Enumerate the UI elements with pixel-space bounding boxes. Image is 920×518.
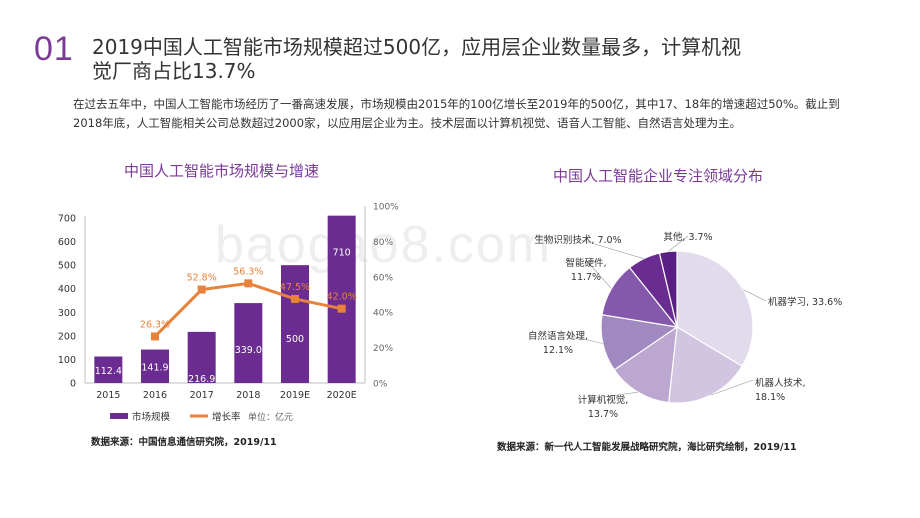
growth-rate-point: [197, 285, 206, 294]
growth-rate-point: [291, 294, 299, 303]
pie-leader-line: [557, 332, 603, 344]
pie-leader-line: [577, 238, 644, 259]
legend-label-bars: 市场规模: [132, 411, 171, 423]
growth-rate-point: [151, 332, 159, 341]
y2-tick-label: 20%: [373, 344, 393, 354]
growth-rate-point: [337, 304, 346, 313]
pie-leader-line: [668, 235, 689, 252]
x-tick-label: 2020E: [327, 390, 357, 401]
bar-data-label: 112.4: [95, 366, 122, 377]
y-tick-label: 100: [58, 355, 76, 366]
pie-slice-label: 机器学习, 33.6%: [768, 296, 842, 308]
pie-slice-1: [667, 326, 743, 404]
y-tick-label: 400: [58, 284, 76, 295]
x-tick-label: 2019E: [280, 390, 310, 401]
growth-rate-label: 56.3%: [233, 266, 263, 277]
x-tick-label: 2016: [143, 390, 167, 401]
y-tick-label: 300: [58, 308, 76, 319]
x-tick-label: 2018: [236, 390, 260, 401]
y2-tick-label: 0%: [373, 380, 388, 390]
watermark: baogao8.com: [215, 216, 553, 274]
growth-rate-point: [244, 279, 253, 288]
pie-slice-label: 计算机视觉,: [578, 394, 629, 406]
y-tick-label: 200: [58, 331, 76, 342]
bar-2017: [187, 331, 216, 383]
bar-data-label: 141.9: [141, 362, 168, 373]
pie-leader-line: [585, 259, 612, 289]
bar-2019E: [281, 265, 309, 383]
legend-label-line: 增长率: [212, 411, 241, 423]
pie-slice-label: 12.1%: [543, 345, 573, 356]
growth-rate-label: 42.0%: [327, 292, 357, 303]
pie-slice-label: 其他, 3.7%: [663, 231, 712, 243]
growth-rate-label: 26.3%: [140, 319, 170, 330]
pie-slice-label: 智能硬件,: [565, 257, 606, 269]
bar-2020E: [327, 215, 356, 383]
x-tick-label: 2015: [96, 390, 120, 401]
y-tick-label: 0: [70, 379, 76, 390]
y2-tick-label: 60%: [373, 273, 393, 283]
unit-note: 单位：亿元: [248, 411, 293, 423]
legend-swatch-bars: [110, 413, 128, 419]
bar-data-label: 500: [286, 334, 304, 345]
pie-chart-source: 数据来源：新一代人工智能发展战略研究院，海比研究绘制，2019/11: [497, 442, 797, 453]
bar-2016: [141, 349, 169, 383]
y-tick-label: 500: [58, 261, 76, 272]
bar-chart-title: 中国人工智能市场规模与增速: [124, 162, 320, 180]
pie-chart-title: 中国人工智能企业专注领域分布: [553, 167, 764, 185]
bar-chart-source: 数据来源：中国信息通信研究院，2019/11: [91, 437, 277, 448]
y-tick-label: 600: [58, 237, 76, 248]
pie-slice-0: [676, 250, 754, 368]
y2-tick-label: 40%: [373, 309, 393, 319]
y2-tick-label: 100%: [373, 203, 399, 213]
pie-leader-line: [743, 289, 767, 302]
pie-slice-label: 13.7%: [588, 409, 618, 420]
pie-slice-6: [658, 250, 678, 328]
bar-data-label: 710: [333, 248, 351, 259]
pie-slice-label: 机器人技术,: [755, 377, 806, 389]
y-tick-label: 700: [58, 214, 76, 225]
bar-2015: [94, 356, 123, 383]
pie-slice-label: 11.7%: [571, 272, 601, 283]
section-number: 01: [34, 30, 74, 68]
pie-slice-label: 自然语言处理,: [528, 330, 588, 342]
growth-rate-label: 47.5%: [280, 282, 310, 293]
pie-slice-label: 生物识别技术, 7.0%: [534, 234, 621, 246]
pie-leader-line: [710, 379, 754, 396]
bar-data-label: 216.9: [188, 374, 215, 385]
bar-data-label: 339.0: [235, 345, 262, 356]
x-tick-label: 2017: [190, 390, 214, 401]
pie-leader-line: [602, 391, 638, 398]
page-title: 2019中国人工智能市场规模超过500亿，应用层企业数量最多，计算机视觉厂商占比…: [92, 35, 742, 83]
bar-2018: [234, 303, 263, 383]
pie-slice-label: 18.1%: [755, 392, 785, 403]
intro-paragraph: 在过去五年中，中国人工智能市场经历了一番高速发展，市场规模由2015年的100亿…: [73, 97, 840, 130]
growth-rate-label: 52.8%: [187, 273, 217, 284]
y2-tick-label: 80%: [373, 238, 393, 248]
